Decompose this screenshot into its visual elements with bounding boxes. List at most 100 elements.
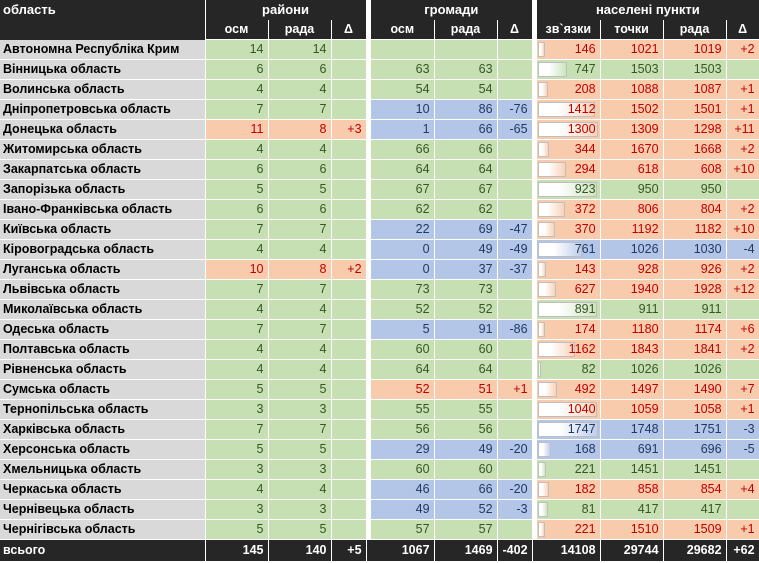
header-districts-delta: Δ xyxy=(331,20,367,40)
links-ratio-bar xyxy=(538,62,568,77)
cell-settlements-points: 858 xyxy=(600,479,664,500)
cell-settlements-delta: +6 xyxy=(726,319,759,340)
region-name: Одеська область xyxy=(0,319,206,340)
region-name: Луганська область xyxy=(0,259,206,280)
cell-communities-osm: 1 xyxy=(371,119,435,140)
cell-settlements-delta: +1 xyxy=(726,399,759,420)
cell-communities-rada: 54 xyxy=(434,79,498,100)
links-ratio-bar xyxy=(538,422,599,437)
region-name: Черкаська область xyxy=(0,479,206,500)
cell-districts-delta xyxy=(331,399,367,420)
cell-districts-osm: 7 xyxy=(205,319,269,340)
cell-settlements-rada: 1019 xyxy=(663,39,727,60)
cell-settlements-rada: 1503 xyxy=(663,59,727,80)
region-name: Сумська область xyxy=(0,379,206,400)
cell-settlements-delta: +11 xyxy=(726,119,759,140)
cell-communities-delta xyxy=(497,339,533,360)
header-communities-rada: рада xyxy=(434,20,498,40)
cell-communities-rada: 66 xyxy=(434,479,498,500)
cell-communities-rada xyxy=(434,39,498,60)
cell-districts-osm: 5 xyxy=(205,379,269,400)
cell-communities-rada: 49 xyxy=(434,239,498,260)
cell-settlements-delta: +1 xyxy=(726,79,759,100)
cell-communities-osm xyxy=(371,39,435,60)
cell-districts-rada: 4 xyxy=(268,479,332,500)
cell-settlements-points: 911 xyxy=(600,299,664,320)
cell-settlements-links: 208 xyxy=(537,79,601,100)
links-value: 1040 xyxy=(567,402,596,416)
column-gap xyxy=(532,239,538,260)
column-gap xyxy=(532,339,538,360)
links-value: 221 xyxy=(574,522,596,536)
cell-settlements-delta: +10 xyxy=(726,219,759,240)
column-gap xyxy=(532,139,538,160)
cell-settlements-delta: -3 xyxy=(726,419,759,440)
cell-settlements-links: 81 xyxy=(537,499,601,520)
cell-communities-rada: 52 xyxy=(434,299,498,320)
header-settlements-links: зв`язки xyxy=(537,20,601,40)
column-gap xyxy=(366,139,372,160)
cell-settlements-points: 1192 xyxy=(600,219,664,240)
cell-settlements-points: 1502 xyxy=(600,99,664,120)
cell-communities-rada: 64 xyxy=(434,359,498,380)
cell-communities-delta xyxy=(497,419,533,440)
cell-districts-delta xyxy=(331,139,367,160)
region-name: Івано-Франківська область xyxy=(0,199,206,220)
header-settlements-delta: Δ xyxy=(726,20,759,40)
links-value: 182 xyxy=(574,482,596,496)
table-row: Дніпропетровська область 7 7 10 86 -76 1412 150… xyxy=(0,99,759,120)
links-value: 174 xyxy=(574,322,596,336)
region-name: Миколаївська область xyxy=(0,299,206,320)
column-gap xyxy=(532,199,538,220)
header-districts-osm: осм xyxy=(205,20,269,40)
cell-districts-osm: 10 xyxy=(205,259,269,280)
cell-districts-delta xyxy=(331,39,367,60)
cell-districts-rada: 4 xyxy=(268,339,332,360)
cell-communities-osm: 60 xyxy=(371,459,435,480)
cell-settlements-rada: 1668 xyxy=(663,139,727,160)
cell-districts-rada: 7 xyxy=(268,319,332,340)
links-value: 294 xyxy=(574,162,596,176)
column-gap xyxy=(532,499,538,520)
cell-settlements-rada: 1087 xyxy=(663,79,727,100)
cell-settlements-points: 1503 xyxy=(600,59,664,80)
cell-communities-osm: 10 xyxy=(371,99,435,120)
region-name: Полтавська область xyxy=(0,339,206,360)
cell-communities-osm: 62 xyxy=(371,199,435,220)
header-group-districts: райони xyxy=(205,0,367,20)
links-ratio-bar xyxy=(538,102,595,117)
cell-districts-osm: 3 xyxy=(205,459,269,480)
cell-districts-rada: 4 xyxy=(268,79,332,100)
region-name: Київська область xyxy=(0,219,206,240)
column-gap xyxy=(532,219,538,240)
column-gap xyxy=(532,259,538,280)
links-value: 1747 xyxy=(567,422,596,436)
region-name: Кіровоградська область xyxy=(0,239,206,260)
links-ratio-bar xyxy=(538,502,549,517)
table-row: Херсонська область 5 5 29 49 -20 168 691 696 -5 xyxy=(0,439,759,460)
table-row: Одеська область 7 7 5 91 -86 174 1180 1174 +6 xyxy=(0,319,759,340)
cell-settlements-links: 221 xyxy=(537,519,601,540)
cell-communities-delta xyxy=(497,159,533,180)
column-gap xyxy=(366,399,372,420)
header-communities-osm: осм xyxy=(371,20,435,40)
cell-districts-rada: 4 xyxy=(268,299,332,320)
cell-settlements-links: 1412 xyxy=(537,99,601,120)
links-ratio-bar xyxy=(538,82,548,97)
cell-communities-osm: 46 xyxy=(371,479,435,500)
cell-districts-rada: 8 xyxy=(268,259,332,280)
column-gap xyxy=(532,99,538,120)
table-row: Черкаська область 4 4 46 66 -20 182 858 854 +4 xyxy=(0,479,759,500)
column-gap xyxy=(366,0,372,40)
cell-settlements-delta: +1 xyxy=(726,99,759,120)
cell-settlements-delta xyxy=(726,359,759,380)
cell-settlements-delta: +2 xyxy=(726,259,759,280)
cell-communities-rada: 60 xyxy=(434,339,498,360)
cell-settlements-points: 1309 xyxy=(600,119,664,140)
cell-settlements-links: 923 xyxy=(537,179,601,200)
cell-districts-delta xyxy=(331,339,367,360)
column-gap xyxy=(366,519,372,540)
cell-settlements-points: 417 xyxy=(600,499,664,520)
cell-communities-delta xyxy=(497,359,533,380)
cell-districts-osm: 3 xyxy=(205,499,269,520)
